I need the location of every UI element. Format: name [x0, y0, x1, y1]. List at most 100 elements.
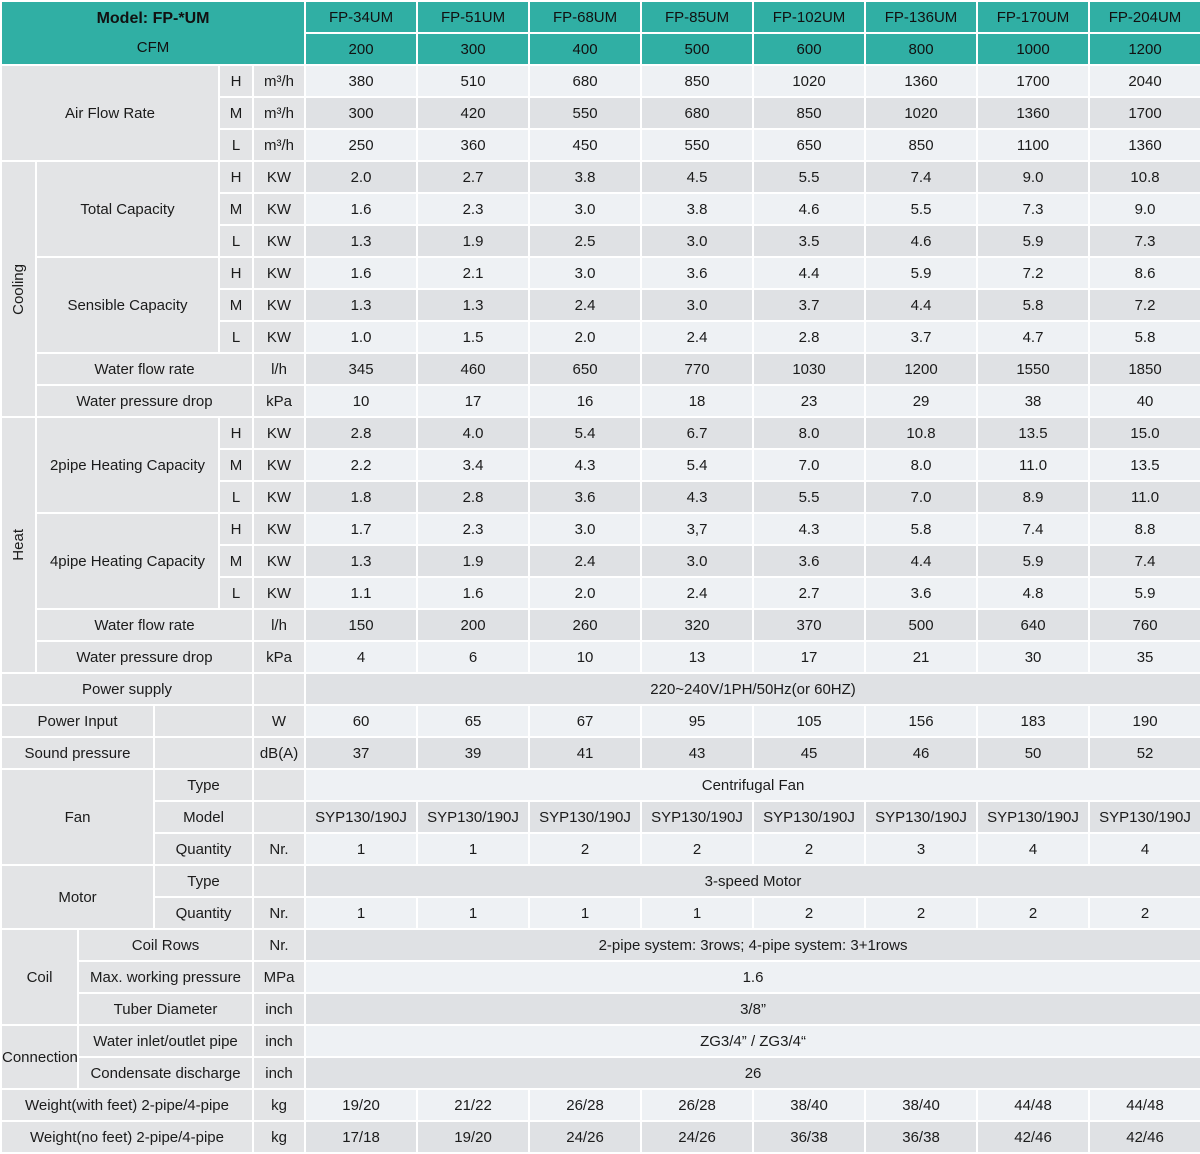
unit-cell-empty	[254, 674, 305, 704]
section-label-heat: Heat	[2, 418, 35, 672]
table-row: Quantity Nr. 1 1 1 1 2 2 2 2	[2, 898, 1200, 928]
unit-cell: Nr.	[254, 898, 305, 928]
data-cell: 3.6	[530, 482, 641, 512]
unit-cell: m³/h	[254, 66, 305, 96]
data-cell: 3.7	[754, 290, 865, 320]
data-cell: 3.5	[754, 226, 865, 256]
unit-cell: KW	[254, 418, 305, 448]
table-row: Sound pressure dB(A) 37 39 41 43 45 46 50 52	[2, 738, 1200, 768]
unit-cell: KW	[254, 514, 305, 544]
unit-cell: l/h	[254, 354, 305, 384]
unit-cell: kg	[254, 1090, 305, 1120]
data-cell: 1550	[978, 354, 1089, 384]
row-label-tuber-diameter: Tuber Diameter	[79, 994, 252, 1024]
data-cell: 4.3	[530, 450, 641, 480]
unit-cell: W	[254, 706, 305, 736]
data-cell: 21	[866, 642, 977, 672]
data-cell: 9.0	[1090, 194, 1200, 224]
table-row: Power supply 220~240V/1PH/50Hz(or 60HZ)	[2, 674, 1200, 704]
data-cell: 17	[754, 642, 865, 672]
data-cell: 1850	[1090, 354, 1200, 384]
table-row: Water flow rate l/h 345 460 650 770 1030 1200 15…	[2, 354, 1200, 384]
data-cell: SYP130/190J	[866, 802, 977, 832]
cfm-value-cell: 300	[418, 34, 529, 64]
data-cell: 19/20	[418, 1122, 529, 1152]
row-label-max-working-pressure: Max. working pressure	[79, 962, 252, 992]
data-cell: 38	[978, 386, 1089, 416]
row-label-4pipe-heating-capacity: 4pipe Heating Capacity	[37, 514, 218, 608]
model-series-label: Model: FP-*UM	[96, 10, 210, 27]
data-cell: 1700	[978, 66, 1089, 96]
table-row: Model SYP130/190J SYP130/190J SYP130/190J SY…	[2, 802, 1200, 832]
table-row: Weight(with feet) 2-pipe/4-pipe kg 19/20 21…	[2, 1090, 1200, 1120]
data-cell: 5.9	[978, 546, 1089, 576]
data-cell: 5.5	[754, 162, 865, 192]
unit-cell: KW	[254, 194, 305, 224]
section-label-connection: Connection	[2, 1026, 78, 1088]
data-cell: 500	[866, 610, 977, 640]
data-cell: 29	[866, 386, 977, 416]
row-label-water-flow-rate: Water flow rate	[37, 354, 252, 384]
data-cell: 13.5	[978, 418, 1089, 448]
table-row: Water flow rate l/h 150 200 260 320 370 500 640 7…	[2, 610, 1200, 640]
data-cell: 770	[642, 354, 753, 384]
unit-cell-empty	[254, 802, 305, 832]
data-cell: 5.8	[978, 290, 1089, 320]
unit-cell: KW	[254, 258, 305, 288]
data-cell: 1.6	[418, 578, 529, 608]
data-cell: 2.0	[306, 162, 417, 192]
model-column-header: FP-170UM	[978, 2, 1089, 32]
data-cell: 42/46	[978, 1122, 1089, 1152]
data-cell: 5.5	[866, 194, 977, 224]
data-cell: 7.4	[1090, 546, 1200, 576]
data-cell: 150	[306, 610, 417, 640]
data-cell: 4.6	[754, 194, 865, 224]
table-row: L KW 1.0 1.5 2.0 2.4 2.8 3.7 4.7 5.8	[2, 322, 1200, 352]
data-cell: 2.8	[418, 482, 529, 512]
data-cell: 50	[978, 738, 1089, 768]
data-cell: 1.6	[306, 258, 417, 288]
data-cell: 250	[306, 130, 417, 160]
data-cell: 37	[306, 738, 417, 768]
speed-label-h: H	[220, 418, 252, 448]
data-cell: 2.7	[418, 162, 529, 192]
data-cell: 3.8	[530, 162, 641, 192]
section-label-coil: Coil	[2, 930, 77, 1024]
data-cell: 1020	[866, 98, 977, 128]
speed-label-m: M	[220, 546, 252, 576]
row-label-air-flow-rate: Air Flow Rate	[2, 66, 218, 160]
data-cell: 4.7	[978, 322, 1089, 352]
data-cell: 650	[530, 354, 641, 384]
data-cell: 10.8	[1090, 162, 1200, 192]
data-cell: 5.4	[530, 418, 641, 448]
data-cell: 1360	[978, 98, 1089, 128]
data-cell: 38/40	[754, 1090, 865, 1120]
data-cell: 18	[642, 386, 753, 416]
row-label-power-input: Power Input	[2, 706, 153, 736]
data-cell: 2	[754, 898, 865, 928]
table-row: L KW 1.8 2.8 3.6 4.3 5.5 7.0 8.9 11.0	[2, 482, 1200, 512]
data-cell: 2	[866, 898, 977, 928]
unit-cell: kPa	[254, 386, 305, 416]
data-cell: 4	[978, 834, 1089, 864]
data-cell: 360	[418, 130, 529, 160]
data-cell: 8.9	[978, 482, 1089, 512]
speed-label-m: M	[220, 194, 252, 224]
data-cell: 3,7	[642, 514, 753, 544]
unit-cell: l/h	[254, 610, 305, 640]
table-row: Cooling Total Capacity H KW 2.0 2.7 3.8 4.5 5.5 7…	[2, 162, 1200, 416]
speed-label-h: H	[220, 514, 252, 544]
unit-cell: Nr.	[254, 930, 305, 960]
table-row: Connection Water inlet/outlet pipe inch ZG3…	[2, 1026, 1200, 1088]
table-row: 4pipe Heating Capacity H KW 1.7 2.3 3.0 3,7 4.3…	[2, 514, 1200, 608]
unit-cell: m³/h	[254, 98, 305, 128]
row-label-condensate-discharge: Condensate discharge	[79, 1058, 252, 1088]
data-cell: 6	[418, 642, 529, 672]
data-cell: 1700	[1090, 98, 1200, 128]
data-cell: 26/28	[530, 1090, 641, 1120]
data-cell: 200	[418, 610, 529, 640]
data-cell: 2.5	[530, 226, 641, 256]
speed-label-m: M	[220, 98, 252, 128]
row-label-quantity: Quantity	[155, 898, 252, 928]
